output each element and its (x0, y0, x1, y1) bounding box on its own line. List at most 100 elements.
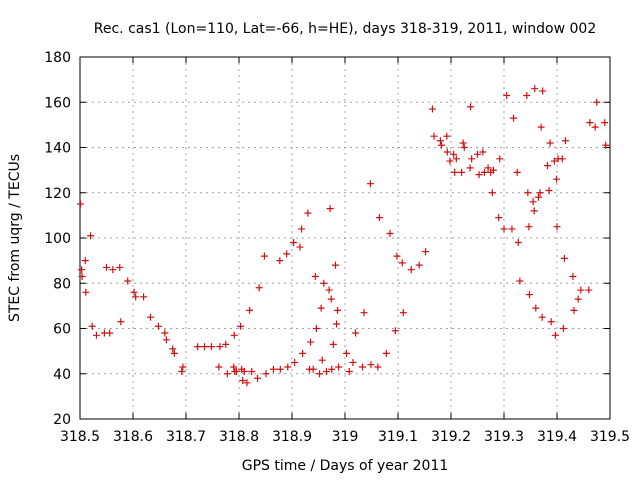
x-tick-label: 319.2 (431, 429, 471, 445)
data-point (446, 157, 454, 165)
data-point (311, 272, 319, 280)
data-point (525, 223, 533, 231)
data-point (560, 254, 568, 262)
data-point (284, 363, 292, 371)
data-point (87, 232, 95, 240)
data-point (298, 225, 306, 233)
data-point (246, 306, 254, 314)
data-point (574, 295, 582, 303)
data-point (243, 379, 251, 387)
data-point (366, 180, 374, 188)
data-point (558, 155, 566, 163)
data-point (398, 259, 406, 267)
data-point (179, 363, 187, 371)
data-point (422, 248, 430, 256)
data-point (309, 365, 317, 373)
data-point (532, 304, 540, 312)
plot-frame (79, 56, 611, 420)
data-point (178, 367, 186, 375)
data-point (215, 363, 223, 371)
data-point (201, 343, 209, 351)
data-point (304, 209, 312, 217)
data-point (577, 286, 585, 294)
data-point (570, 306, 578, 314)
data-point (399, 309, 407, 317)
data-point (547, 318, 555, 326)
data-point (437, 141, 445, 149)
data-point (352, 329, 360, 337)
data-point (216, 343, 224, 351)
data-point (296, 243, 304, 251)
data-point (488, 189, 496, 197)
data-point (88, 322, 96, 330)
data-point (81, 257, 89, 265)
data-points (77, 85, 610, 387)
data-point (146, 313, 154, 321)
data-point (559, 325, 567, 332)
data-point (475, 171, 483, 179)
data-point (232, 367, 240, 375)
data-point (326, 205, 334, 213)
data-point (106, 329, 114, 337)
data-point (255, 284, 263, 292)
data-point (593, 98, 601, 106)
data-point (169, 345, 177, 353)
data-point (223, 370, 231, 378)
data-point (553, 223, 561, 231)
data-point (450, 150, 458, 158)
x-tick-label: 318.5 (60, 429, 100, 445)
y-tick-labels: 20 40 60 80 100 120 140 160 180 (44, 50, 71, 428)
grid (80, 57, 610, 419)
data-point (460, 144, 468, 151)
data-point (260, 252, 268, 260)
x-tick-label: 319 (332, 429, 359, 445)
data-point (537, 123, 545, 131)
data-point (290, 239, 298, 247)
data-point (407, 266, 415, 274)
y-tick-label: 80 (53, 276, 71, 292)
data-point (312, 325, 320, 332)
y-tick-label: 120 (44, 186, 71, 202)
data-point (307, 338, 315, 346)
data-point (161, 329, 169, 337)
data-point (140, 293, 148, 301)
y-tick-label: 20 (53, 412, 71, 428)
data-point (374, 363, 382, 371)
data-point (536, 189, 544, 197)
y-tick-label: 100 (44, 231, 71, 247)
data-point (358, 363, 366, 371)
data-point (530, 207, 538, 215)
data-point (551, 331, 559, 339)
data-point (529, 198, 537, 206)
data-point (283, 250, 291, 258)
data-point (489, 166, 497, 174)
data-point (299, 349, 307, 357)
data-point (77, 200, 85, 208)
x-tick-label: 319.1 (378, 429, 418, 445)
data-point (484, 164, 492, 172)
data-point (458, 168, 466, 176)
data-point (254, 374, 262, 382)
data-point (162, 336, 170, 344)
data-point (239, 377, 247, 385)
data-point (207, 343, 215, 351)
data-point (230, 331, 238, 339)
data-point (334, 306, 342, 314)
data-point (316, 370, 324, 378)
data-point (262, 370, 270, 378)
data-point (325, 286, 333, 294)
y-tick-label: 60 (53, 322, 71, 338)
data-point (322, 367, 330, 375)
data-point (393, 252, 401, 260)
data-point (586, 119, 594, 127)
data-point (569, 272, 577, 280)
data-point (170, 349, 178, 357)
data-point (508, 225, 516, 233)
data-point (349, 358, 357, 366)
data-point (124, 277, 132, 285)
x-tick-label: 319.5 (590, 429, 630, 445)
data-point (550, 157, 558, 165)
data-point (503, 91, 511, 99)
data-point (269, 365, 277, 373)
